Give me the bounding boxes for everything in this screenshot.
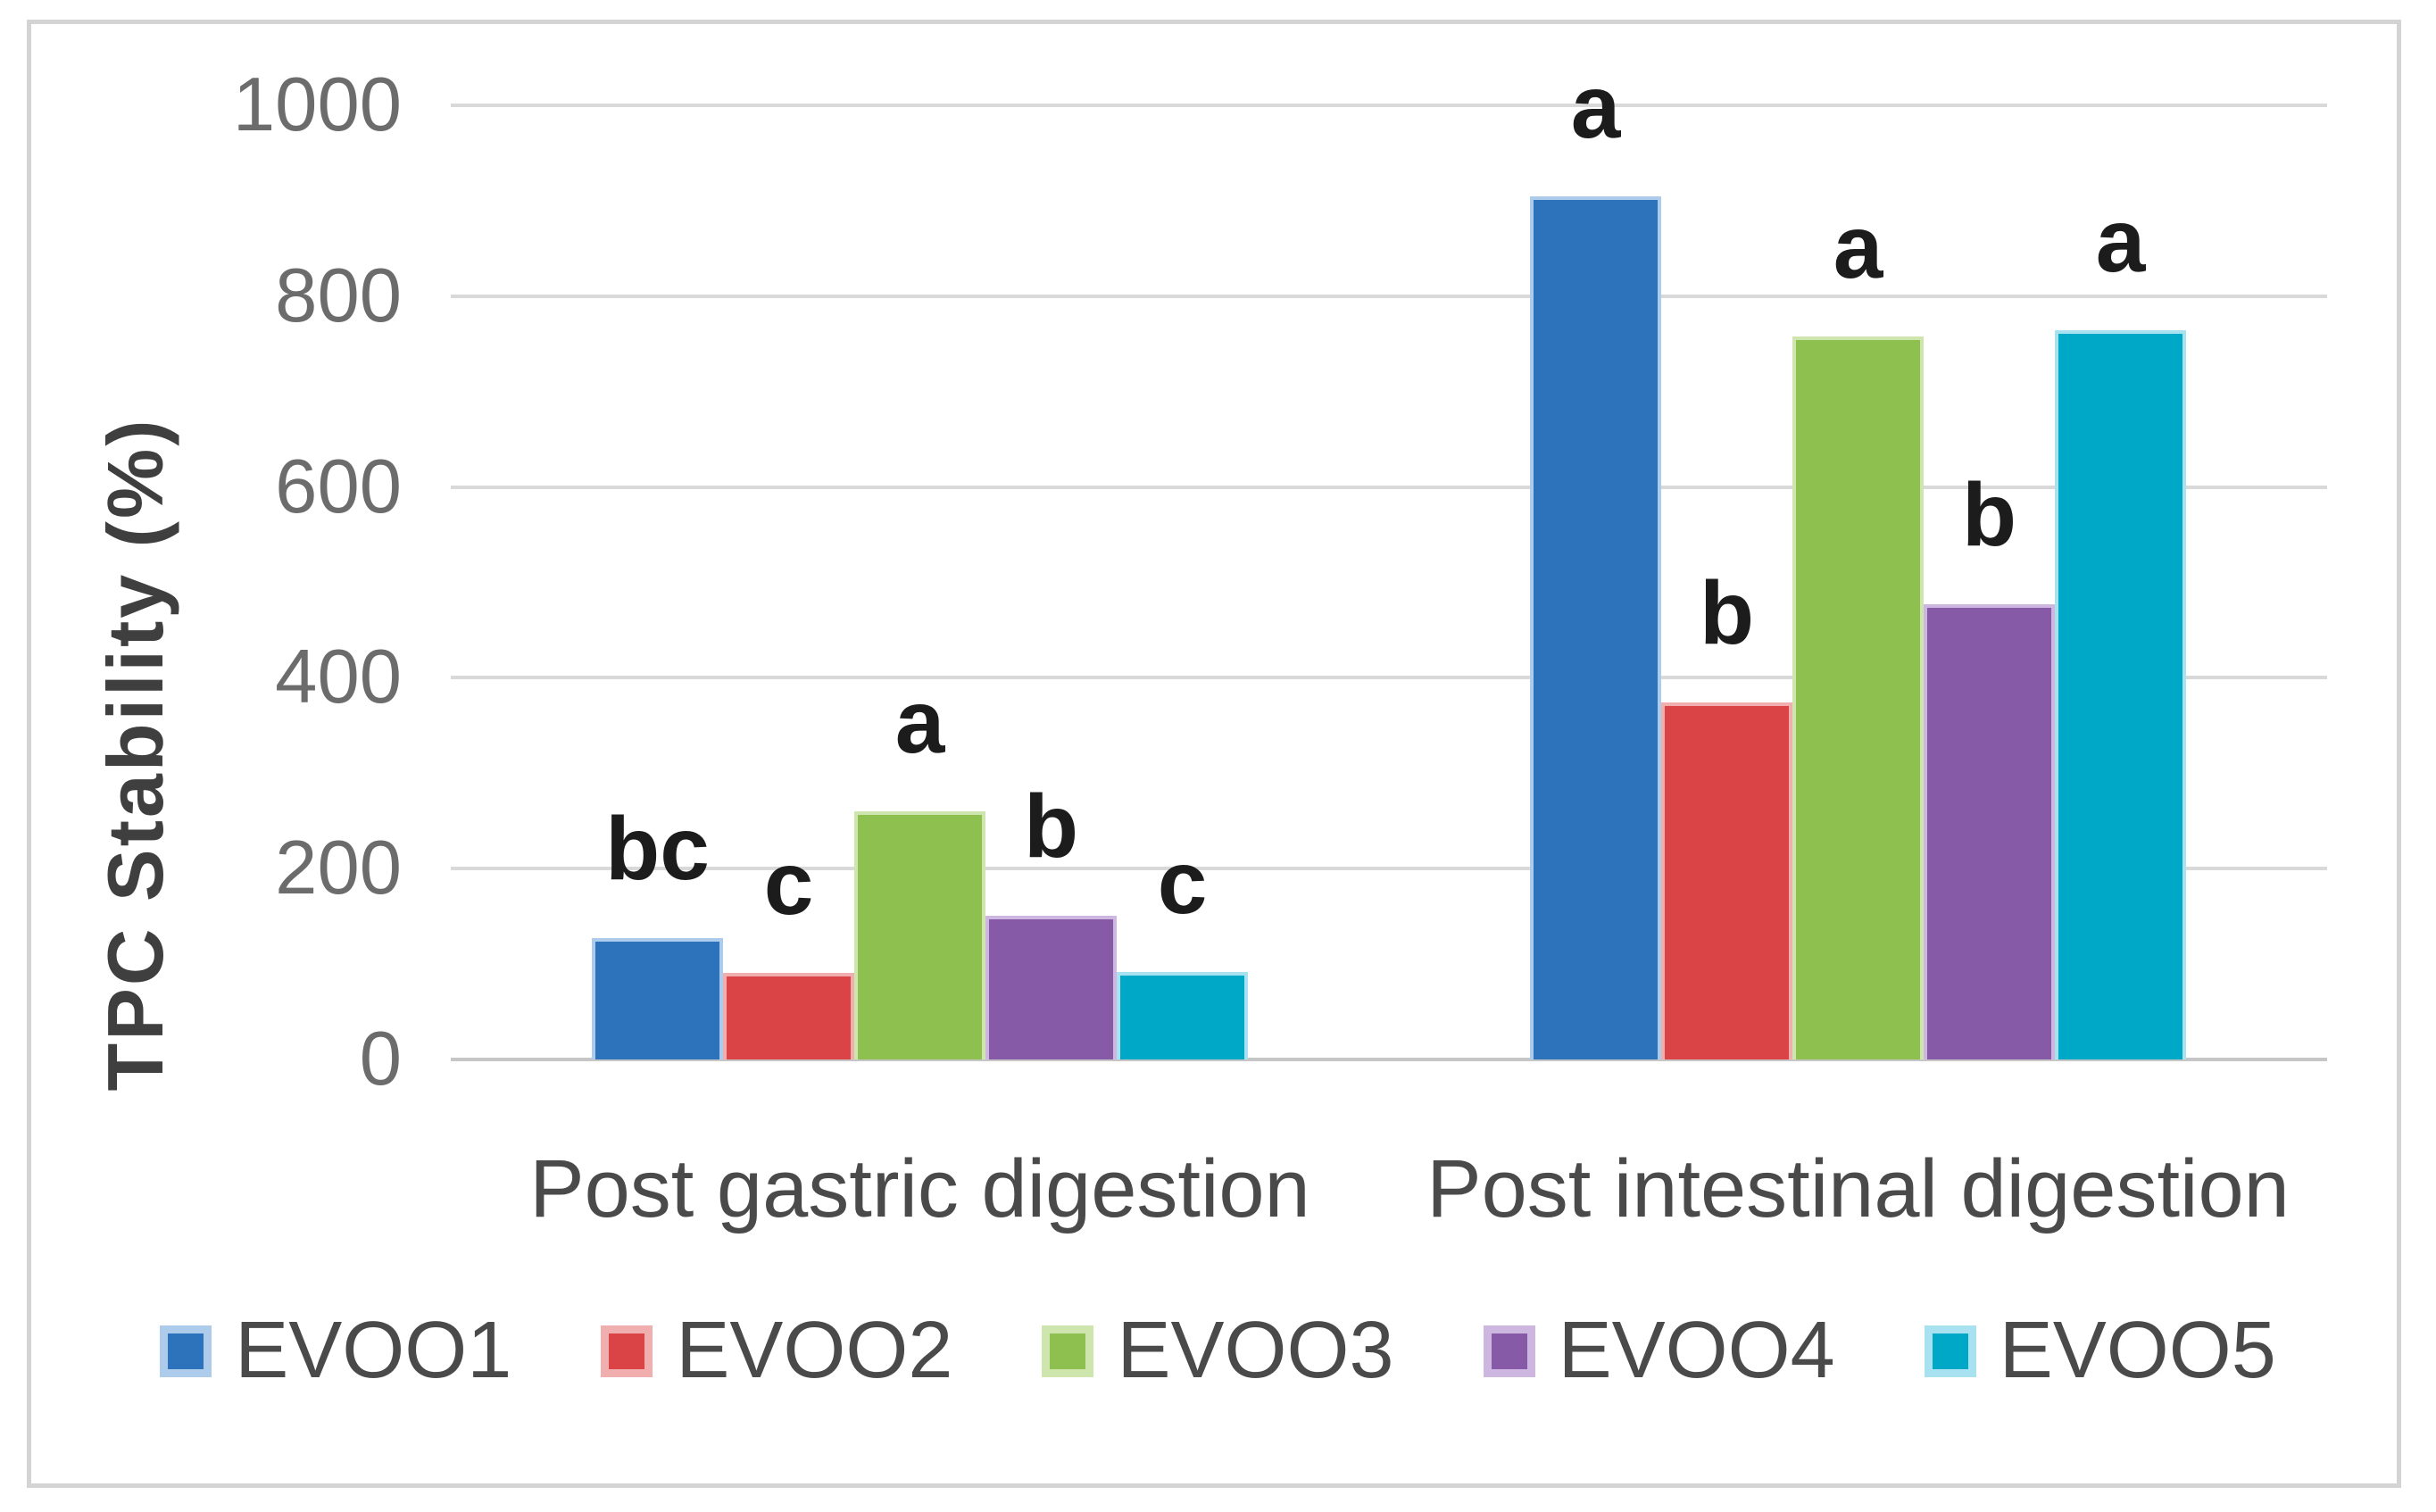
gridline-1000 xyxy=(451,104,2327,107)
bar-evoo3-post-gastric xyxy=(854,811,985,1059)
legend-item-evoo5: EVOO5 xyxy=(1924,1305,2276,1397)
y-tick-label-0: 0 xyxy=(359,1017,402,1101)
bar-evoo5-post-gastric xyxy=(1117,971,1248,1059)
legend-label-evoo3: EVOO3 xyxy=(1117,1306,1394,1395)
significance-letter-evoo2-post-gastric: c xyxy=(763,833,814,934)
legend-label-evoo4: EVOO4 xyxy=(1558,1306,1835,1395)
bar-evoo4-post-gastric xyxy=(985,915,1117,1059)
significance-letter-evoo3-post-intestinal: a xyxy=(1833,196,1883,297)
bar-evoo5-post-intestinal xyxy=(2055,330,2186,1059)
legend-item-evoo1: EVOO1 xyxy=(160,1305,511,1397)
gridline-400 xyxy=(451,676,2327,680)
significance-letter-evoo2-post-intestinal: b xyxy=(1699,563,1755,664)
significance-letter-evoo3-post-gastric: a xyxy=(894,672,945,773)
gridline-800 xyxy=(451,294,2327,298)
significance-letter-evoo1-post-gastric: bc xyxy=(605,799,710,900)
y-tick-label-200: 200 xyxy=(275,826,402,911)
bar-evoo3-post-intestinal xyxy=(1792,336,1924,1059)
legend-label-evoo5: EVOO5 xyxy=(1999,1306,2276,1395)
gridline-200 xyxy=(451,867,2327,871)
bar-evoo2-post-intestinal xyxy=(1661,702,1792,1059)
legend-item-evoo2: EVOO2 xyxy=(601,1305,952,1397)
significance-letter-evoo4-post-gastric: b xyxy=(1023,776,1079,876)
bar-evoo1-post-intestinal xyxy=(1530,195,1661,1059)
legend-swatch-evoo3 xyxy=(1042,1325,1094,1377)
legend-swatch-evoo2 xyxy=(601,1325,653,1377)
significance-letter-evoo5-post-gastric: c xyxy=(1157,832,1208,933)
bar-evoo1-post-gastric xyxy=(592,938,723,1059)
legend-label-evoo1: EVOO1 xyxy=(235,1306,512,1395)
significance-letter-evoo5-post-intestinal: a xyxy=(2095,191,2146,292)
legend-swatch-evoo5 xyxy=(1924,1325,1976,1377)
legend-item-evoo3: EVOO3 xyxy=(1042,1305,1394,1397)
y-tick-label-800: 800 xyxy=(275,253,402,338)
gridline-600 xyxy=(451,485,2327,489)
bar-evoo2-post-gastric xyxy=(723,972,854,1059)
x-category-label-post-intestinal: Post intestinal digestion xyxy=(1426,1143,2290,1234)
y-tick-label-600: 600 xyxy=(275,444,402,529)
significance-letter-evoo4-post-intestinal: b xyxy=(1961,465,2017,566)
significance-letter-evoo1-post-intestinal: a xyxy=(1570,56,1621,157)
legend-item-evoo4: EVOO4 xyxy=(1483,1305,1835,1397)
x-category-label-post-gastric: Post gastric digestion xyxy=(529,1143,1310,1234)
legend-swatch-evoo1 xyxy=(160,1325,212,1377)
legend-label-evoo2: EVOO2 xyxy=(676,1306,953,1395)
bar-evoo4-post-intestinal xyxy=(1924,604,2055,1059)
legend-swatch-evoo4 xyxy=(1483,1325,1535,1377)
legend: EVOO1 EVOO2 EVOO3 EVOO4 EVOO5 xyxy=(0,1305,2436,1397)
gridline-0 xyxy=(451,1058,2327,1061)
y-tick-label-1000: 1000 xyxy=(232,62,402,147)
y-tick-label-400: 400 xyxy=(275,635,402,720)
